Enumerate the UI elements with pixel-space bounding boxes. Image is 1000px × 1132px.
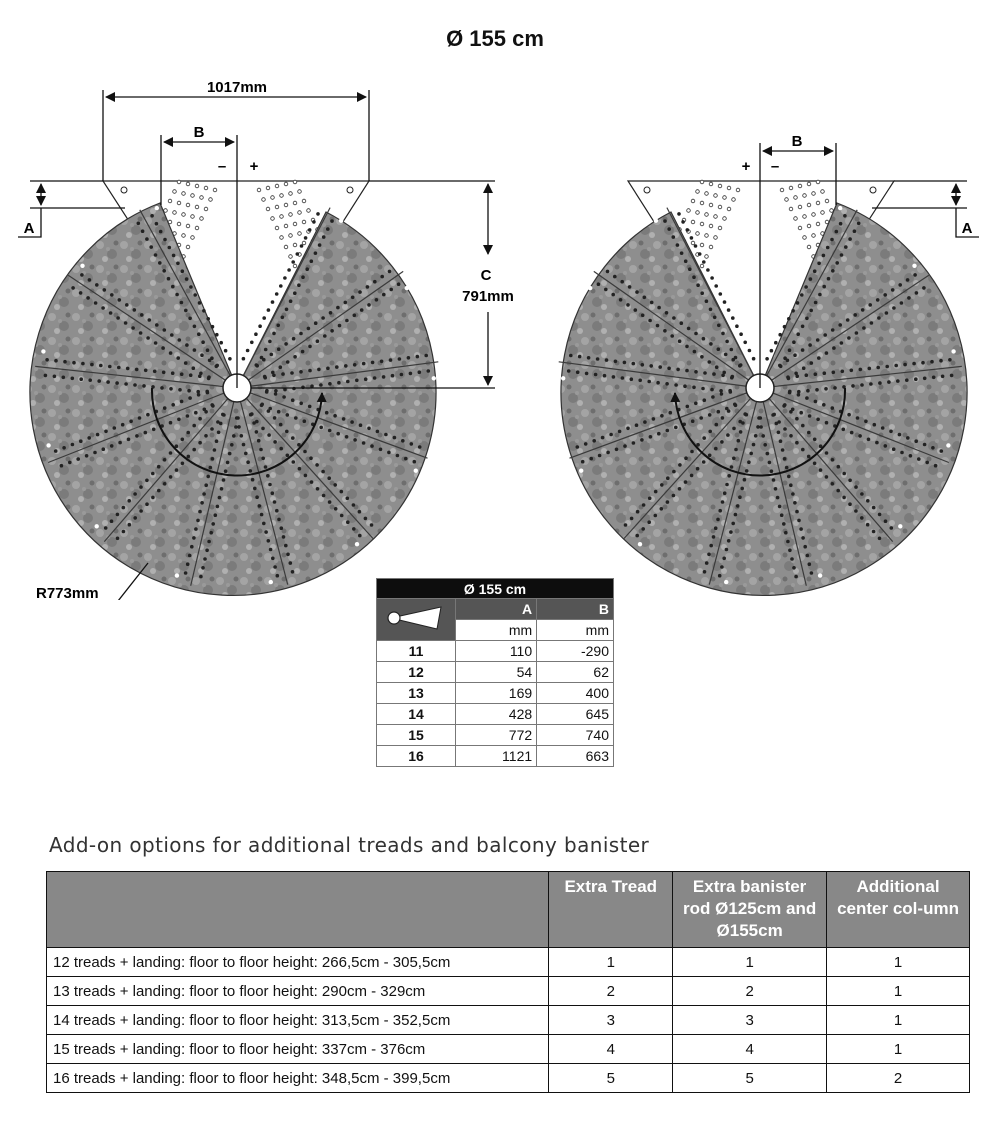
table-row: 13 169 400 — [376, 682, 614, 704]
addon-header-tread: Extra Tread — [548, 871, 674, 948]
tread-lines — [35, 205, 439, 586]
c-value: 791mm — [462, 288, 514, 305]
page-title: Ø 155 cm — [446, 26, 544, 51]
table-row: 16 treads + landing: floor to floor heig… — [45, 1063, 970, 1093]
table-row: 11 110 -290 — [376, 640, 614, 662]
offset-table: Ø 155 cm A B mm mm 11 110 -290 12 54 62 13 16… — [376, 578, 614, 767]
addon-header-rod: Extra banister rod Ø125cm and Ø155cm — [672, 871, 828, 948]
table-row: 14 428 645 — [376, 703, 614, 725]
table-row: 15 772 740 — [376, 724, 614, 746]
landing-holes — [120, 179, 354, 278]
tread-icon — [376, 598, 456, 641]
a-label-right: A — [962, 220, 973, 237]
left-dimensions — [18, 90, 495, 600]
unit-b: mm — [536, 619, 614, 641]
c-label: C — [481, 267, 492, 284]
stair-plan-diagram: 1017mm B – + A C 791mm R773mm B + – A — [18, 79, 979, 600]
right-dimensions — [759, 143, 979, 388]
minus-right: – — [771, 158, 779, 175]
addon-subtitle: Add-on options for additional treads and… — [49, 833, 650, 857]
radius-label: R773mm — [36, 585, 99, 600]
table-row: 12 54 62 — [376, 661, 614, 683]
col-a-header: A — [454, 598, 538, 620]
direction-arrow — [150, 387, 327, 477]
addon-table: Extra Tread Extra banister rod Ø125cm an… — [45, 871, 970, 1093]
table-row: 15 treads + landing: floor to floor heig… — [45, 1034, 970, 1064]
right-staircase — [558, 179, 968, 597]
width-label: 1017mm — [207, 79, 267, 96]
col-b-header: B — [536, 598, 614, 620]
b-label-right: B — [792, 133, 803, 150]
addon-header-row: Extra Tread Extra banister rod Ø125cm an… — [45, 871, 970, 948]
table-row: 14 treads + landing: floor to floor heig… — [45, 1005, 970, 1035]
plus-right: + — [742, 158, 751, 175]
offset-table-title: Ø 155 cm — [376, 578, 614, 599]
addon-header-column: Additional center col-umn — [826, 871, 970, 948]
table-row: 12 treads + landing: floor to floor heig… — [45, 947, 970, 977]
addon-header-blank — [45, 871, 550, 948]
table-row: 13 treads + landing: floor to floor heig… — [45, 976, 970, 1006]
minus-left: – — [218, 158, 226, 175]
plus-left: + — [250, 158, 259, 175]
b-label-left: B — [194, 124, 205, 141]
table-row: 16 1121 663 — [376, 745, 614, 767]
unit-a: mm — [454, 619, 538, 641]
a-label-left: A — [24, 220, 35, 237]
